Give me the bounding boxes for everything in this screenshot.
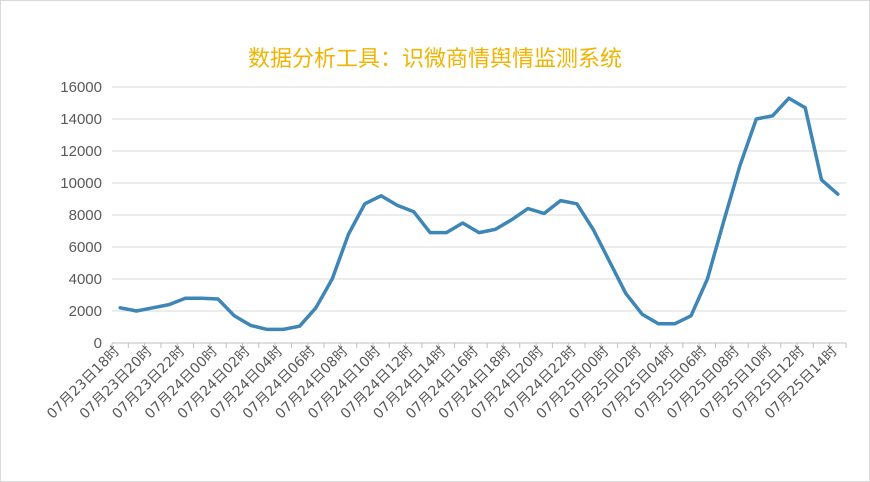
series-line [118, 96, 840, 332]
data-point-2 [151, 306, 154, 309]
data-point-24 [510, 218, 513, 221]
data-point-21 [461, 221, 464, 225]
data-point-34 [673, 322, 676, 325]
data-point-42 [804, 106, 807, 110]
data-point-43 [820, 178, 823, 181]
y-tick-label-1: 2000 [69, 303, 102, 320]
data-point-11 [298, 325, 301, 328]
data-point-22 [477, 231, 481, 234]
data-point-18 [412, 210, 415, 213]
data-point-20 [445, 231, 448, 234]
data-point-31 [624, 292, 627, 295]
data-point-16 [379, 194, 383, 197]
data-point-41 [787, 97, 791, 100]
data-point-25 [526, 207, 530, 210]
data-point-32 [640, 313, 644, 316]
data-point-12 [314, 306, 318, 309]
y-tick-label-6: 12000 [60, 143, 102, 160]
y-tick-label-4: 8000 [69, 207, 102, 224]
y-tick-label-5: 10000 [60, 175, 102, 192]
data-point-15 [363, 202, 367, 205]
data-point-35 [689, 314, 693, 317]
data-point-17 [396, 204, 399, 207]
data-point-7 [233, 314, 236, 317]
data-point-44 [836, 193, 840, 196]
data-point-5 [200, 297, 203, 300]
data-point-30 [608, 260, 611, 263]
data-point-37 [722, 220, 725, 223]
data-point-8 [249, 324, 252, 327]
data-point-9 [265, 328, 269, 331]
data-point-27 [559, 199, 562, 202]
data-point-33 [657, 322, 660, 325]
y-tick-label-3: 6000 [69, 239, 102, 256]
data-point-39 [755, 117, 758, 121]
gridlines [112, 86, 846, 312]
data-point-14 [347, 233, 350, 236]
y-tick-label-8: 16000 [60, 79, 102, 96]
data-point-29 [591, 228, 595, 231]
y-axis-ticks: 0 2000 4000 6000 8000 10000 12000 14000 16000 [60, 79, 102, 352]
data-point-23 [494, 228, 497, 231]
data-point-38 [738, 164, 742, 167]
data-point-13 [331, 277, 334, 281]
y-tick-label-7: 14000 [60, 111, 102, 128]
y-tick-label-0: 0 [94, 335, 102, 352]
data-point-6 [216, 297, 220, 301]
data-point-4 [184, 297, 187, 300]
data-point-26 [543, 212, 546, 215]
y-tick-label-2: 4000 [69, 271, 102, 288]
chart-title: 数据分析工具：识微商情舆情监测系统 [247, 47, 622, 72]
series-group [118, 96, 840, 332]
data-point-28 [575, 202, 579, 205]
data-point-19 [428, 231, 432, 234]
data-point-40 [771, 114, 774, 118]
data-point-0 [118, 306, 122, 309]
data-point-1 [135, 309, 138, 313]
x-axis-ticks: 07月23日18时07月23日20时07月23日22时07月24日00时07月2… [44, 344, 840, 423]
data-point-36 [706, 277, 709, 281]
x-axis [111, 342, 847, 348]
data-point-3 [167, 303, 171, 306]
data-point-10 [282, 328, 285, 331]
